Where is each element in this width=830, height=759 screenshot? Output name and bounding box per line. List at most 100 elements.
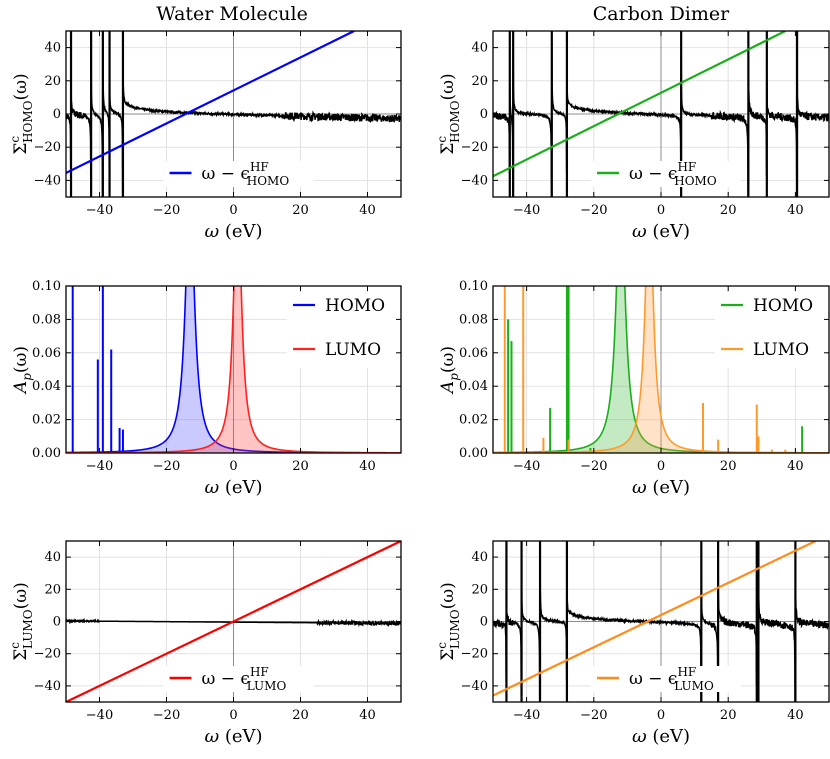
- column-title-carbon: Carbon Dimer: [593, 3, 730, 25]
- y-tick-label: −20: [461, 140, 488, 155]
- y-tick-label: −40: [461, 173, 488, 188]
- self-energy-curve: [493, 34, 829, 197]
- y-axis-label: ΣcHOMO(ω): [8, 73, 35, 154]
- x-tick-label: −40: [513, 203, 540, 218]
- y-axis-label: Ap(ω): [11, 346, 34, 395]
- x-tick-label: 0: [657, 708, 665, 723]
- legend: ω − ϵHF LUMO: [591, 665, 741, 693]
- legend-label: HOMO: [325, 296, 385, 316]
- x-tick-label: −20: [153, 708, 180, 723]
- y-axis-label: ΣcLUMO(ω): [8, 582, 35, 660]
- hf-line: [66, 31, 355, 174]
- y-tick-label: 0.06: [32, 346, 61, 361]
- x-tick-label: 20: [720, 203, 737, 218]
- hf-line: [493, 541, 817, 697]
- y-tick-label: 0: [53, 107, 61, 122]
- x-tick-label: −20: [153, 203, 180, 218]
- hf-line: [66, 541, 401, 702]
- x-axis-label: ω (eV): [204, 726, 262, 747]
- legend-label: ω − ϵHF LUMO: [629, 665, 714, 693]
- x-axis-label: ω (eV): [632, 221, 690, 242]
- x-tick-label: 40: [359, 459, 376, 474]
- legend: ω − ϵHF LUMO: [163, 665, 314, 693]
- x-tick-label: −20: [580, 459, 607, 474]
- legend-label: LUMO: [753, 340, 809, 360]
- carbon-spectral-function: HOMO LUMO −40 −20 0 20 40 0.00 0.02 0.04 0.06 0.08 0…: [438, 279, 830, 498]
- carbon-lumo-self-energy: ω − ϵHF LUMO −40 −20 0 20 40 −40 −20 0 20 40 ω (eV) Σ…: [435, 540, 830, 747]
- x-tick-label: 20: [292, 459, 309, 474]
- plot-area: [493, 541, 829, 702]
- x-tick-label: 40: [787, 708, 804, 723]
- legend: ω − ϵHF HOMO: [591, 160, 741, 188]
- x-axis-label: ω (eV): [632, 477, 690, 498]
- x-tick-label: −40: [86, 459, 113, 474]
- x-axis-label: ω (eV): [204, 221, 262, 242]
- y-tick-label: −20: [461, 647, 488, 662]
- x-tick-label: 0: [229, 203, 237, 218]
- x-tick-label: 40: [359, 203, 376, 218]
- water-homo-self-energy: ω − ϵHF HOMO −40 −20 0 20 40 −40 −20 0 20 40 ω (eV) Σ…: [8, 30, 402, 242]
- y-tick-label: −40: [34, 173, 61, 188]
- x-tick-label: 20: [720, 708, 737, 723]
- x-tick-label: 20: [720, 459, 737, 474]
- legend-label: LUMO: [325, 340, 381, 360]
- x-tick-label: 0: [229, 459, 237, 474]
- water-spectral-function: HOMO LUMO −40 −20 0 20 40 0.00 0.02 0.04 0.06 0.08 0…: [11, 279, 402, 498]
- x-tick-label: 0: [657, 203, 665, 218]
- y-axis-label: Ap(ω): [438, 346, 461, 395]
- plot-area: [66, 31, 401, 197]
- y-tick-label: 0.08: [459, 312, 488, 327]
- y-tick-label: 0.04: [459, 379, 488, 394]
- carbon-homo-self-energy: ω − ϵHF HOMO −40 −20 0 20 40 −40 −20 0 20 40 ω (eV) Σ…: [435, 30, 830, 242]
- y-axis-label: ΣcHOMO(ω): [435, 73, 462, 154]
- y-tick-label: 0.10: [459, 279, 488, 294]
- legend-label: ω − ϵHF HOMO: [629, 160, 717, 188]
- x-axis-label: ω (eV): [632, 726, 690, 747]
- water-lumo-self-energy: ω − ϵHF LUMO −40 −20 0 20 40 −40 −20 0 20 40 ω (eV) Σ…: [8, 540, 402, 747]
- y-tick-label: 0.00: [32, 446, 61, 461]
- y-tick-label: 0: [480, 107, 488, 122]
- x-axis-label: ω (eV): [204, 477, 262, 498]
- spectral-fill-lumo: [66, 286, 401, 453]
- y-tick-label: −40: [461, 679, 488, 694]
- y-tick-label: −40: [34, 679, 61, 694]
- x-tick-label: 20: [292, 708, 309, 723]
- y-tick-label: 40: [471, 41, 488, 56]
- self-energy-curve: [66, 35, 401, 197]
- legend: ω − ϵHF HOMO: [163, 160, 314, 188]
- plot-area: [493, 31, 829, 197]
- x-tick-label: −20: [580, 708, 607, 723]
- x-tick-label: 0: [229, 708, 237, 723]
- legend-label: ω − ϵHF HOMO: [202, 160, 290, 188]
- y-tick-label: 20: [44, 582, 61, 597]
- y-axis-label: ΣcLUMO(ω): [435, 582, 462, 660]
- legend-label: ω − ϵHF LUMO: [202, 665, 287, 693]
- y-tick-label: 40: [44, 41, 61, 56]
- y-tick-label: 40: [44, 550, 61, 565]
- y-tick-label: 0.02: [32, 413, 61, 428]
- y-tick-label: 20: [471, 74, 488, 89]
- self-energy-curve: [493, 544, 829, 702]
- x-tick-label: −40: [513, 708, 540, 723]
- y-tick-label: 0.02: [459, 413, 488, 428]
- y-tick-label: 0: [480, 615, 488, 630]
- y-tick-label: −20: [34, 140, 61, 155]
- x-tick-label: 0: [657, 459, 665, 474]
- x-tick-label: −20: [580, 203, 607, 218]
- y-tick-label: 40: [471, 550, 488, 565]
- y-tick-label: 20: [44, 74, 61, 89]
- y-tick-label: 0.06: [459, 346, 488, 361]
- x-tick-label: 40: [359, 708, 376, 723]
- legend: HOMO LUMO: [715, 292, 827, 368]
- y-tick-label: 0.08: [32, 312, 61, 327]
- y-tick-label: 0: [53, 615, 61, 630]
- legend-label: HOMO: [753, 296, 813, 316]
- hf-line: [493, 31, 786, 178]
- y-tick-label: 0.04: [32, 379, 61, 394]
- x-tick-label: 40: [787, 203, 804, 218]
- y-tick-label: 20: [471, 582, 488, 597]
- plot-area: [66, 541, 401, 702]
- x-tick-label: 40: [787, 459, 804, 474]
- x-tick-label: −40: [86, 708, 113, 723]
